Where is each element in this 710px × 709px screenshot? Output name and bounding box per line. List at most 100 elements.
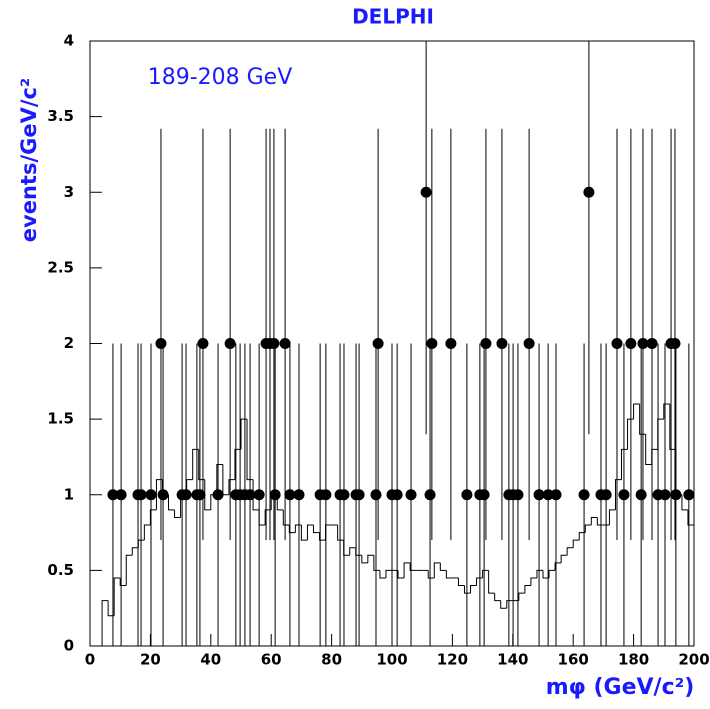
histogram-bin [427, 570, 435, 579]
data-point [269, 489, 281, 501]
x-tick-label: 140 [497, 651, 528, 669]
histogram-bin [578, 532, 586, 541]
histogram-bin [554, 562, 562, 571]
data-point [320, 489, 332, 501]
histogram-bin [608, 509, 616, 525]
data-point [461, 489, 473, 501]
x-tick-label: 80 [321, 651, 342, 669]
data-point [426, 338, 438, 349]
data-point [600, 489, 612, 501]
histogram-bin [319, 532, 326, 541]
histogram-bin [621, 448, 628, 480]
histogram-bin [343, 540, 350, 556]
histogram-bin [681, 494, 688, 511]
data-point [670, 489, 682, 501]
x-tick-label: 120 [437, 651, 468, 669]
histogram-bin [445, 570, 453, 579]
data-point [370, 489, 382, 501]
y-tick-label: 0.5 [47, 561, 74, 579]
data-point [533, 489, 545, 501]
histogram-bin [403, 562, 411, 578]
x-tick-label: 160 [558, 651, 589, 669]
histogram-bin [192, 448, 199, 480]
data-point [135, 489, 147, 501]
histogram-bin [651, 448, 658, 465]
histogram-bin [500, 600, 507, 609]
data-point [279, 338, 291, 349]
histogram-bin [572, 539, 580, 548]
histogram-bin [433, 562, 441, 578]
histogram-bin [288, 525, 296, 534]
data-point [478, 489, 490, 501]
histogram-bin [107, 600, 115, 617]
histogram-bin [409, 562, 417, 571]
histogram-bin [639, 404, 646, 435]
histogram-bin [457, 577, 465, 586]
data-point [212, 489, 224, 501]
histogram-bin [584, 524, 592, 533]
data-point [512, 489, 524, 501]
histogram-bin [168, 494, 175, 511]
x-tick-label: 200 [678, 651, 709, 669]
data-point [496, 338, 508, 349]
histogram-bin [470, 585, 477, 594]
histogram-bin [663, 403, 670, 420]
histogram-bin [246, 419, 254, 481]
data-point [194, 489, 206, 501]
histogram-bin [463, 585, 471, 594]
data-point [550, 489, 562, 501]
histogram-bin [155, 479, 163, 510]
histogram-bin [204, 479, 211, 511]
histogram-bin [294, 524, 302, 533]
plot-area [101, 41, 694, 646]
histogram-bin [645, 434, 652, 465]
data-point [338, 489, 350, 501]
histogram-bin [488, 570, 495, 594]
histogram-bin [234, 448, 241, 480]
data-point [646, 338, 658, 349]
y-tick-label: 2 [64, 334, 74, 352]
data-point [420, 186, 432, 198]
histogram-bin [566, 547, 574, 556]
histogram-bin [361, 555, 368, 564]
histogram-bin [560, 554, 568, 563]
histogram-bin [240, 418, 248, 450]
y-tick-label: 1.5 [47, 410, 74, 428]
data-point [637, 338, 649, 349]
data-point [353, 489, 365, 501]
histogram-bin [264, 509, 272, 525]
data-point [180, 489, 192, 501]
data-point [155, 338, 167, 349]
data-point [611, 338, 623, 349]
data-point [578, 489, 590, 501]
data-point [253, 489, 265, 501]
y-tick-label: 0 [64, 637, 74, 655]
histogram-bin [482, 569, 489, 578]
data-point [669, 338, 681, 349]
histogram-bin [494, 593, 501, 602]
histogram-bin [530, 577, 537, 586]
histogram-bin [228, 479, 235, 495]
histogram-bin [282, 509, 290, 526]
x-axis-label: mφ (GeV/c²) [546, 675, 695, 700]
data-point [244, 489, 256, 501]
histogram-bin [174, 509, 181, 518]
histogram-bin [300, 525, 308, 541]
data-point [372, 338, 384, 349]
data-point [480, 338, 492, 349]
histogram-bin [657, 418, 664, 450]
histogram-bin [349, 547, 356, 556]
data-point [583, 186, 595, 198]
histogram-bin [312, 525, 320, 534]
histogram-bin [306, 524, 314, 541]
histogram-bin [506, 600, 513, 609]
data-point [293, 489, 305, 501]
y-tick-label: 3.5 [47, 107, 74, 125]
data-point [405, 489, 417, 501]
histogram-bin [337, 525, 344, 541]
histogram-bin [125, 554, 133, 586]
annotation: 189-208 GeV [148, 65, 293, 90]
y-tick-label: 1 [64, 485, 74, 503]
y-tick-label: 4 [64, 32, 74, 50]
histogram-bin [143, 524, 151, 541]
